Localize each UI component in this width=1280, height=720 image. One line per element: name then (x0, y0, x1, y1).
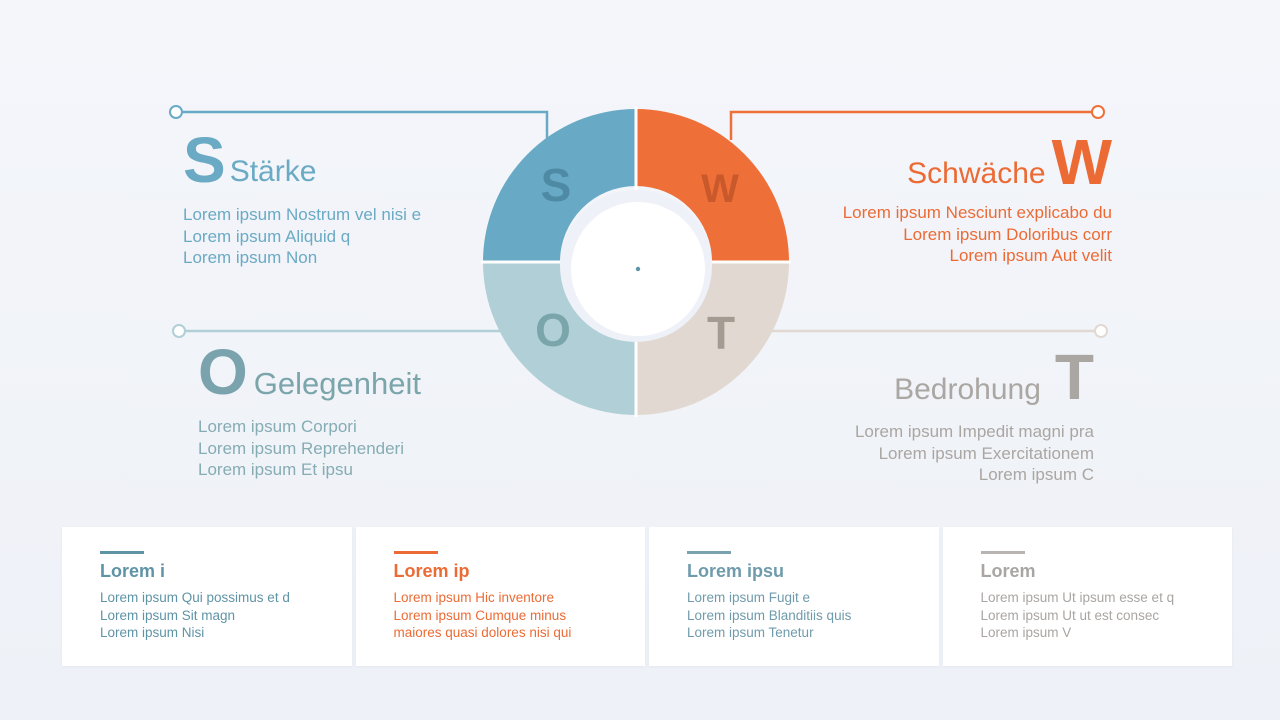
weakness-block: SchwächeW Lorem ipsum Nesciunt explicabo… (843, 130, 1112, 267)
card-lines: Lorem ipsum Fugit e Lorem ipsum Blanditi… (687, 589, 851, 642)
wheel-hub-dot (635, 266, 641, 272)
opportunity-block: O Gelegenheit Lorem ipsum Corpori Lorem i… (198, 340, 421, 481)
s-segment (483, 109, 636, 262)
card-line: Lorem ipsum V (980, 625, 1072, 640)
threat-line: Lorem ipsum Impedit magni pra (854, 422, 1094, 441)
card-lines: Lorem ipsum Ut ipsum esse et q Lorem ips… (981, 589, 1175, 642)
card-line: Lorem ipsum Qui possimus et d (100, 590, 290, 605)
weakness-title: Schwäche (907, 157, 1046, 190)
card-line: maiores quasi dolores nisi qui (393, 625, 572, 640)
s-connector-line (182, 110, 549, 140)
strength-heading: S Stärke (183, 128, 421, 192)
card-title: Lorem i (100, 561, 166, 581)
card-lines: Lorem ipsum Hic inventore Lorem ipsum Cu… (394, 589, 572, 642)
card-line: Lorem ipsum Nisi (100, 625, 205, 640)
o-segment-letter: O (535, 304, 571, 356)
threat-title: Bedrohung (894, 373, 1041, 406)
summary-card-s: Lorem i Lorem ipsum Qui possimus et d Lo… (62, 527, 352, 666)
strength-line: Lorem ipsum Non (183, 248, 318, 267)
card-line: Lorem ipsum Fugit e (687, 590, 811, 605)
weakness-letter: W (1051, 126, 1112, 198)
opportunity-heading: O Gelegenheit (198, 340, 421, 404)
w-segment-letter: W (701, 167, 739, 211)
card-line: Lorem ipsum Hic inventore (393, 590, 555, 605)
card-line: Lorem ipsum Blanditiis quis (687, 607, 852, 623)
opportunity-line: Lorem ipsum Corpori (198, 417, 357, 436)
threat-line: Lorem ipsum C (978, 465, 1094, 484)
strength-lines: Lorem ipsum Nostrum vel nisi e Lorem ips… (183, 204, 421, 269)
opportunity-letter: O (198, 336, 248, 408)
card-accent-bar (100, 551, 144, 554)
weakness-lines: Lorem ipsum Nesciunt explicabo du Lorem … (843, 202, 1112, 267)
w-connector-line (729, 110, 1092, 140)
card-accent-bar (393, 551, 438, 554)
card-line: Lorem ipsum Ut ipsum esse et q (980, 590, 1175, 605)
threat-lines: Lorem ipsum Impedit magni pra Lorem ipsu… (855, 421, 1094, 486)
weakness-heading: SchwächeW (843, 130, 1112, 194)
w-connector-dot (1091, 105, 1105, 119)
s-segment-letter: S (541, 159, 572, 211)
card-accent-bar (687, 551, 731, 554)
card-title: Lorem ipsu (687, 561, 785, 581)
s-connector-dot (169, 105, 183, 119)
o-connector-dot (172, 324, 186, 338)
o-segment (483, 262, 636, 415)
w-segment (636, 109, 789, 262)
threat-block: Bedrohung T Lorem ipsum Impedit magni pra… (855, 345, 1094, 486)
t-connector-dot (1094, 324, 1108, 338)
card-accent-bar (980, 551, 1025, 554)
card-lines: Lorem ipsum Qui possimus et d Lorem ipsu… (100, 589, 290, 642)
strength-line: Lorem ipsum Aliquid q (183, 226, 351, 246)
summary-cards: Lorem i Lorem ipsum Qui possimus et d Lo… (62, 527, 1232, 666)
weakness-line: Lorem ipsum Nesciunt explicabo du (842, 203, 1112, 222)
opportunity-lines: Lorem ipsum Corpori Lorem ipsum Reprehen… (198, 416, 421, 481)
opportunity-title: Gelegenheit (253, 366, 421, 401)
card-line: Lorem ipsum Sit magn (100, 607, 236, 623)
strength-block: S Stärke Lorem ipsum Nostrum vel nisi e L… (183, 128, 421, 269)
t-segment (636, 262, 789, 415)
card-title: Lorem ip (393, 561, 470, 581)
threat-letter: T (1054, 341, 1094, 413)
card-line: Lorem ipsum Ut ut est consec (980, 607, 1160, 623)
summary-card-w: Lorem ip Lorem ipsum Hic inventore Lorem… (355, 527, 645, 666)
t-segment-letter: T (707, 307, 735, 359)
card-title: Lorem (980, 561, 1036, 581)
threat-heading: Bedrohung T (855, 345, 1094, 409)
opportunity-line: Lorem ipsum Reprehenderi (198, 438, 404, 458)
summary-card-t: Lorem Lorem ipsum Ut ipsum esse et q Lor… (942, 527, 1232, 666)
card-line: Lorem ipsum Tenetur (687, 625, 814, 640)
threat-line: Lorem ipsum Exercitationem (878, 443, 1094, 463)
strength-line: Lorem ipsum Nostrum vel nisi e (183, 205, 422, 224)
weakness-line: Lorem ipsum Aut velit (949, 246, 1112, 265)
card-line: Lorem ipsum Cumque minus (393, 607, 567, 623)
strength-title: Stärke (229, 155, 317, 188)
summary-card-o: Lorem ipsu Lorem ipsum Fugit e Lorem ips… (649, 527, 939, 666)
opportunity-line: Lorem ipsum Et ipsu (198, 460, 353, 479)
strength-letter: S (183, 124, 226, 196)
weakness-line: Lorem ipsum Doloribus corr (903, 224, 1112, 244)
